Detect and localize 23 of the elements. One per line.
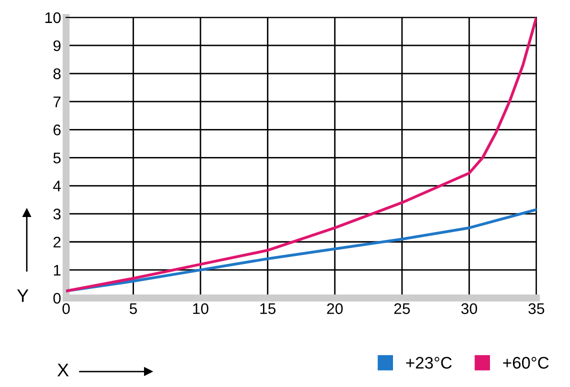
y-tick-label: 3 <box>53 208 61 220</box>
x-tick-label: 20 <box>327 303 343 314</box>
x-axis-title: X <box>57 364 69 376</box>
y-axis-title: Y <box>17 289 28 302</box>
x-tick-label: 0 <box>62 303 70 314</box>
y-tick-label: 2 <box>54 236 60 248</box>
x-tick-label: 35 <box>528 303 544 314</box>
x-tick-label: 15 <box>260 303 276 314</box>
y-tick-label: 1 <box>54 264 61 276</box>
y-tick-label: 10 <box>45 12 61 24</box>
legend-label: +23°C <box>406 356 452 369</box>
legend-label: +60°C <box>503 356 549 369</box>
y-tick-label: 7 <box>54 96 60 108</box>
y-tick-label: 5 <box>53 152 61 164</box>
y-tick-label: 9 <box>53 40 61 52</box>
x-tick-label: 10 <box>193 303 208 314</box>
y-tick-label: 4 <box>53 180 61 192</box>
y-tick-label: 8 <box>53 68 61 80</box>
y-tick-label: 0 <box>53 292 61 304</box>
x-tick-label: 25 <box>394 303 410 314</box>
x-tick-label: 5 <box>130 303 137 314</box>
x-tick-label: 30 <box>461 303 478 314</box>
y-tick-label: 6 <box>54 124 61 136</box>
